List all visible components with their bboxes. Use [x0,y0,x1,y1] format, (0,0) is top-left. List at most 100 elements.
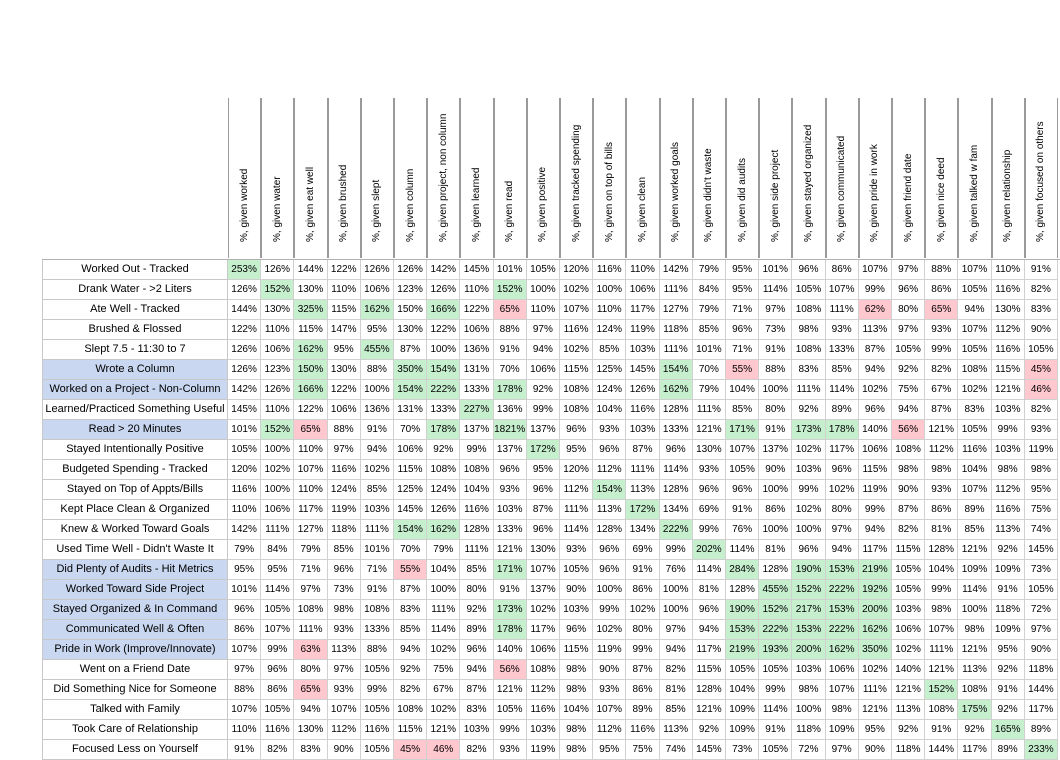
table-cell[interactable]: 110% [294,480,328,500]
table-cell[interactable]: 113% [858,320,892,340]
row-label[interactable]: Worked on a Project - Non-Column [42,380,228,400]
table-cell[interactable]: 102% [427,640,461,660]
table-cell[interactable]: 134% [626,520,660,540]
table-cell[interactable]: 86% [228,620,262,640]
table-cell[interactable]: 112% [991,480,1025,500]
table-cell[interactable]: 217% [792,600,826,620]
table-cell[interactable]: 99% [261,640,295,660]
table-cell[interactable]: 96% [858,400,892,420]
table-cell[interactable]: 108% [958,360,992,380]
table-cell[interactable]: 124% [327,480,361,500]
table-cell[interactable]: 75% [892,380,926,400]
column-header[interactable]: %, given learned [460,98,494,258]
table-cell[interactable]: 105% [958,420,992,440]
table-cell[interactable]: 98% [925,460,959,480]
table-cell[interactable]: 91% [925,720,959,740]
table-cell[interactable]: 100% [759,480,793,500]
row-label[interactable]: Read > 20 Minutes [42,420,228,440]
table-cell[interactable]: 88% [360,360,394,380]
table-cell[interactable]: 95% [593,740,627,760]
table-cell[interactable]: 130% [526,540,560,560]
table-cell[interactable]: 137% [526,580,560,600]
row-label[interactable]: Used Time Well - Didn't Waste It [42,540,228,560]
table-cell[interactable]: 98% [1024,460,1058,480]
table-cell[interactable]: 86% [759,500,793,520]
table-cell[interactable]: 111% [261,520,295,540]
table-cell[interactable]: 165% [991,720,1025,740]
table-cell[interactable]: 82% [659,660,693,680]
table-cell[interactable]: 455% [759,580,793,600]
table-cell[interactable]: 233% [1024,740,1058,760]
table-cell[interactable]: 107% [526,560,560,580]
table-cell[interactable]: 105% [1024,340,1058,360]
table-cell[interactable]: 96% [726,320,760,340]
table-cell[interactable]: 105% [360,700,394,720]
row-label[interactable]: Stayed on Top of Appts/Bills [42,480,228,500]
table-cell[interactable]: 127% [294,520,328,540]
table-cell[interactable]: 106% [261,500,295,520]
table-cell[interactable]: 116% [261,720,295,740]
table-cell[interactable]: 94% [892,400,926,420]
table-cell[interactable]: 222% [427,380,461,400]
table-cell[interactable]: 111% [294,620,328,640]
table-cell[interactable]: 175% [958,700,992,720]
table-cell[interactable]: 200% [858,600,892,620]
table-cell[interactable]: 131% [460,360,494,380]
table-cell[interactable]: 94% [858,520,892,540]
table-cell[interactable]: 96% [593,440,627,460]
table-cell[interactable]: 103% [460,720,494,740]
table-cell[interactable]: 117% [1024,700,1058,720]
table-cell[interactable]: 162% [858,620,892,640]
table-cell[interactable]: 109% [726,720,760,740]
table-cell[interactable]: 65% [294,680,328,700]
table-cell[interactable]: 92% [991,660,1025,680]
column-header[interactable]: %, given friend date [892,98,926,258]
table-cell[interactable]: 105% [892,560,926,580]
table-cell[interactable]: 112% [991,320,1025,340]
table-cell[interactable]: 117% [294,500,328,520]
table-cell[interactable]: 130% [394,320,428,340]
row-label[interactable]: Worked Toward Side Project [42,580,228,600]
table-cell[interactable]: 222% [759,620,793,640]
table-cell[interactable]: 128% [925,540,959,560]
table-cell[interactable]: 325% [294,300,328,320]
table-cell[interactable]: 83% [460,700,494,720]
table-cell[interactable]: 222% [659,520,693,540]
table-cell[interactable]: 178% [493,620,527,640]
table-cell[interactable]: 121% [958,540,992,560]
table-cell[interactable]: 105% [792,280,826,300]
table-cell[interactable]: 87% [892,500,926,520]
table-cell[interactable]: 103% [526,720,560,740]
table-cell[interactable]: 121% [858,700,892,720]
table-cell[interactable]: 153% [825,560,859,580]
table-cell[interactable]: 100% [659,580,693,600]
table-cell[interactable]: 82% [925,360,959,380]
table-cell[interactable]: 144% [925,740,959,760]
table-cell[interactable]: 105% [526,260,560,280]
table-cell[interactable]: 94% [692,620,726,640]
table-cell[interactable]: 90% [327,740,361,760]
table-cell[interactable]: 100% [593,580,627,600]
table-cell[interactable]: 119% [1024,440,1058,460]
table-cell[interactable]: 100% [526,280,560,300]
table-cell[interactable]: 92% [460,600,494,620]
table-cell[interactable]: 92% [792,400,826,420]
table-cell[interactable]: 91% [759,720,793,740]
table-cell[interactable]: 72% [792,740,826,760]
table-cell[interactable]: 222% [825,620,859,640]
table-cell[interactable]: 89% [1024,720,1058,740]
table-cell[interactable]: 71% [294,560,328,580]
table-cell[interactable]: 105% [360,740,394,760]
table-cell[interactable]: 142% [228,520,262,540]
table-cell[interactable]: 133% [493,520,527,540]
table-cell[interactable]: 202% [692,540,726,560]
table-cell[interactable]: 103% [991,400,1025,420]
table-cell[interactable]: 152% [493,280,527,300]
table-cell[interactable]: 123% [261,360,295,380]
table-cell[interactable]: 100% [427,580,461,600]
table-cell[interactable]: 119% [526,740,560,760]
table-cell[interactable]: 91% [228,740,262,760]
column-header[interactable]: %, given relationship [991,98,1025,258]
table-cell[interactable]: 110% [261,320,295,340]
table-cell[interactable]: 96% [726,480,760,500]
